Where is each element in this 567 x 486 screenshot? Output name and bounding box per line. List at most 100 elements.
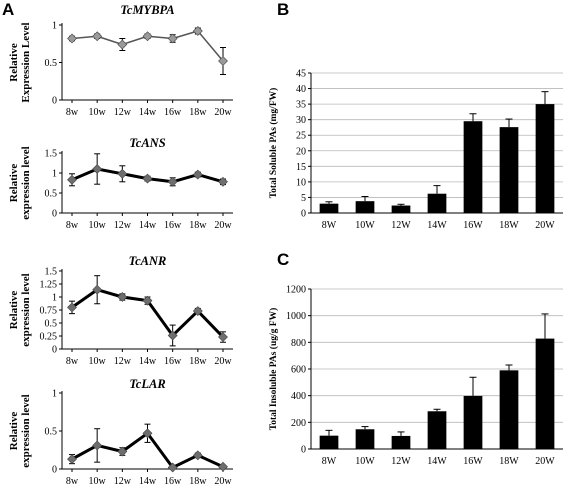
x-tick-label: 18W [499,220,519,231]
bar [355,429,375,449]
x-tick-label: 10w [89,476,107,486]
data-point-marker [67,302,77,313]
y-axis-label: Expression Level [20,22,32,102]
y-tick-label: 10 [296,177,306,188]
y-axis-label: expression level [20,394,32,467]
data-point-marker [142,31,153,42]
y-tick-label: 200 [291,418,306,429]
chart-insoluble-pas: Total Insoluble PAs (ug/g FW) 0 200 400 600 8… [268,285,563,467]
data-point-marker [142,428,153,439]
y-tick-label: 0 [52,209,57,220]
bar [463,121,483,213]
x-tick-label: 20W [535,220,555,231]
y-axis-label: Relative [8,164,20,203]
x-tick-label: 20w [214,356,232,367]
x-tick-label: 8W [322,220,337,231]
bar [427,193,447,213]
bar [463,395,483,449]
data-point-marker [218,176,228,187]
x-tick-label: 12w [114,220,132,231]
y-tick-label: 0.5 [45,319,58,330]
x-tick-label: 8W [322,456,337,467]
y-tick-label: 5 [301,193,306,204]
bar [427,411,447,449]
y-tick-label: 1200 [286,285,306,296]
data-point-marker [92,31,103,42]
y-tick-label: 0 [52,96,57,107]
y-tick-label: 15 [296,162,306,173]
panel-label-c: C [277,250,289,269]
data-point-marker [218,461,228,472]
y-tick-label: 1000 [286,311,306,322]
bar [391,205,411,213]
x-tick-label: 12W [391,456,411,467]
y-tick-label: 25 [296,131,306,142]
y-tick-label: 1.5 [45,267,58,278]
y-tick-label: 0.5 [45,427,58,438]
data-point-marker [67,174,77,185]
x-tick-label: 16w [164,220,182,231]
y-tick-label: 20 [296,146,306,157]
x-tick-label: 8w [66,356,79,367]
x-tick-label: 20W [535,456,555,467]
y-tick-label: 1 [52,169,57,180]
bar [535,104,555,213]
y-tick-label: 1.5 [45,149,58,160]
x-tick-label: 16w [164,476,182,486]
x-tick-label: 14w [139,107,157,118]
chart-title: TcANR [129,254,167,268]
y-tick-label: 600 [291,365,306,376]
x-tick-label: 18w [189,476,207,486]
y-tick-label: 0.25 [40,332,58,343]
y-tick-label: 400 [291,391,306,402]
x-tick-label: 10w [89,356,107,367]
y-tick-label: 0.5 [45,189,58,200]
x-tick-label: 10w [89,107,107,118]
chart-title: TcLAR [129,377,165,391]
x-tick-label: 18w [189,356,207,367]
data-point-marker [92,440,103,451]
x-tick-label: 12w [114,356,132,367]
y-tick-label: 0 [301,445,306,456]
y-tick-label: 0 [52,345,57,356]
y-tick-label: 0.5 [45,58,58,69]
x-tick-label: 20w [214,476,232,486]
x-tick-label: 18W [499,456,519,467]
y-axis-label: Total Insoluble PAs (ug/g FW) [268,308,279,430]
x-tick-label: 20w [214,220,232,231]
data-point-marker [142,173,153,184]
y-tick-label: 1 [52,21,57,32]
x-tick-label: 16W [463,220,483,231]
data-point-marker [117,292,128,302]
x-tick-label: 18w [189,107,207,118]
x-tick-label: 16W [463,456,483,467]
panel-label-b: B [277,0,289,19]
y-tick-label: 30 [296,115,306,126]
data-point-marker [117,168,128,179]
bar [355,201,375,213]
y-axis-label: Total Soluble PAs (mg/FW) [268,88,279,199]
data-point-marker [167,176,178,187]
chart-title: TcANS [129,136,165,150]
data-point-marker [218,332,228,342]
x-tick-label: 18w [189,220,207,231]
y-tick-label: 1 [52,293,57,304]
panel-label-a: A [2,0,14,19]
bar [499,370,519,449]
x-tick-label: 14w [139,476,157,486]
chart-tcans: TcANS Relative expression level 0 0.5 1 1.5 8w 1… [8,136,233,231]
x-tick-label: 8w [66,476,79,486]
y-tick-label: 0.75 [40,306,58,317]
y-axis-label: Relative [8,43,20,82]
x-tick-label: 12W [391,220,411,231]
y-tick-label: 0 [52,465,57,476]
y-axis-label: Relative [8,291,20,330]
x-tick-label: 16w [164,356,182,367]
x-tick-label: 10W [355,220,375,231]
chart-tcanr: TcANR Relative expression level 0 0.25 0.5 0.7… [8,254,233,367]
data-point-marker [117,39,128,50]
y-axis-label: expression level [20,146,32,219]
